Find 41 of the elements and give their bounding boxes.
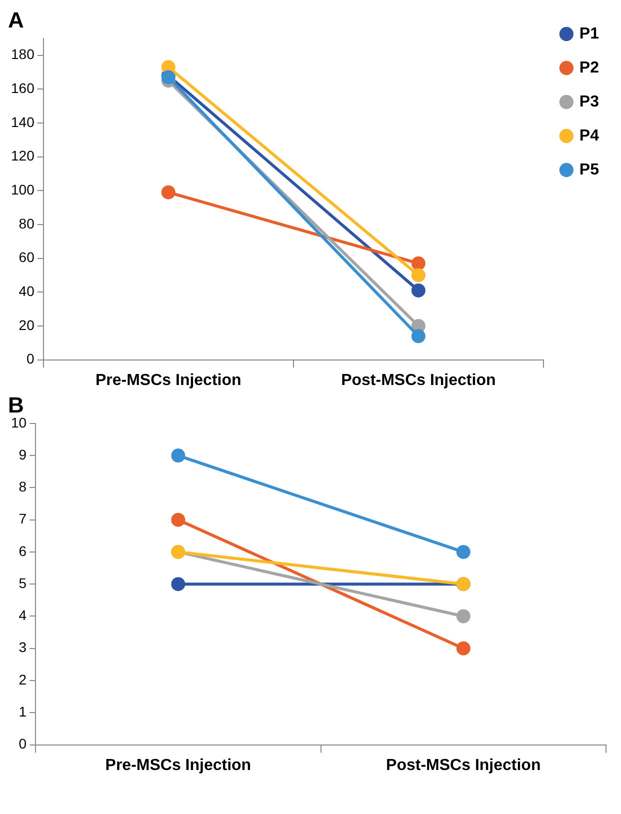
y-tick-label: 0 xyxy=(26,350,35,367)
y-tick-label: 120 xyxy=(11,148,35,164)
x-tick-label: Pre-MSCs Injection xyxy=(95,372,242,389)
y-tick-label: 0 xyxy=(18,736,27,752)
y-tick-label: 5 xyxy=(18,574,27,591)
y-tick-label: 4 xyxy=(18,607,27,624)
point xyxy=(171,448,186,463)
y-tick-label: 180 xyxy=(11,46,35,62)
y-tick-label: 3 xyxy=(18,639,27,656)
point xyxy=(161,185,176,200)
y-tick-label: 9 xyxy=(18,446,27,462)
legend-label: P3 xyxy=(579,93,600,110)
y-tick-label: 6 xyxy=(18,542,27,559)
y-tick-label: 60 xyxy=(18,249,35,266)
legend-label: P5 xyxy=(579,161,600,178)
y-tick-label: 160 xyxy=(11,80,35,96)
y-tick-label: 100 xyxy=(11,182,35,198)
y-tick-label: 20 xyxy=(18,316,35,333)
legend-label: P1 xyxy=(579,25,600,42)
y-tick-label: 7 xyxy=(18,510,27,527)
y-tick-label: 140 xyxy=(11,114,35,130)
x-tick-label: Pre-MSCs Injection xyxy=(105,756,252,774)
point xyxy=(171,577,186,592)
point xyxy=(456,544,470,559)
y-tick-label: 40 xyxy=(18,282,35,299)
y-tick-label: 80 xyxy=(18,215,35,232)
point xyxy=(411,329,426,344)
point xyxy=(411,256,426,270)
y-tick-label: 8 xyxy=(18,478,27,495)
point xyxy=(456,641,470,656)
point xyxy=(171,512,186,527)
point xyxy=(456,609,470,624)
y-tick-label: 2 xyxy=(18,671,27,688)
point xyxy=(411,283,426,298)
y-tick-label: 1 xyxy=(18,704,27,720)
point xyxy=(411,268,426,282)
legend-label: P2 xyxy=(579,59,600,76)
x-tick-label: Post-MSCs Injection xyxy=(341,372,496,389)
x-tick-label: Post-MSCs Injection xyxy=(386,756,541,774)
chart-title: A xyxy=(8,7,24,32)
legend-label: P4 xyxy=(579,127,600,144)
